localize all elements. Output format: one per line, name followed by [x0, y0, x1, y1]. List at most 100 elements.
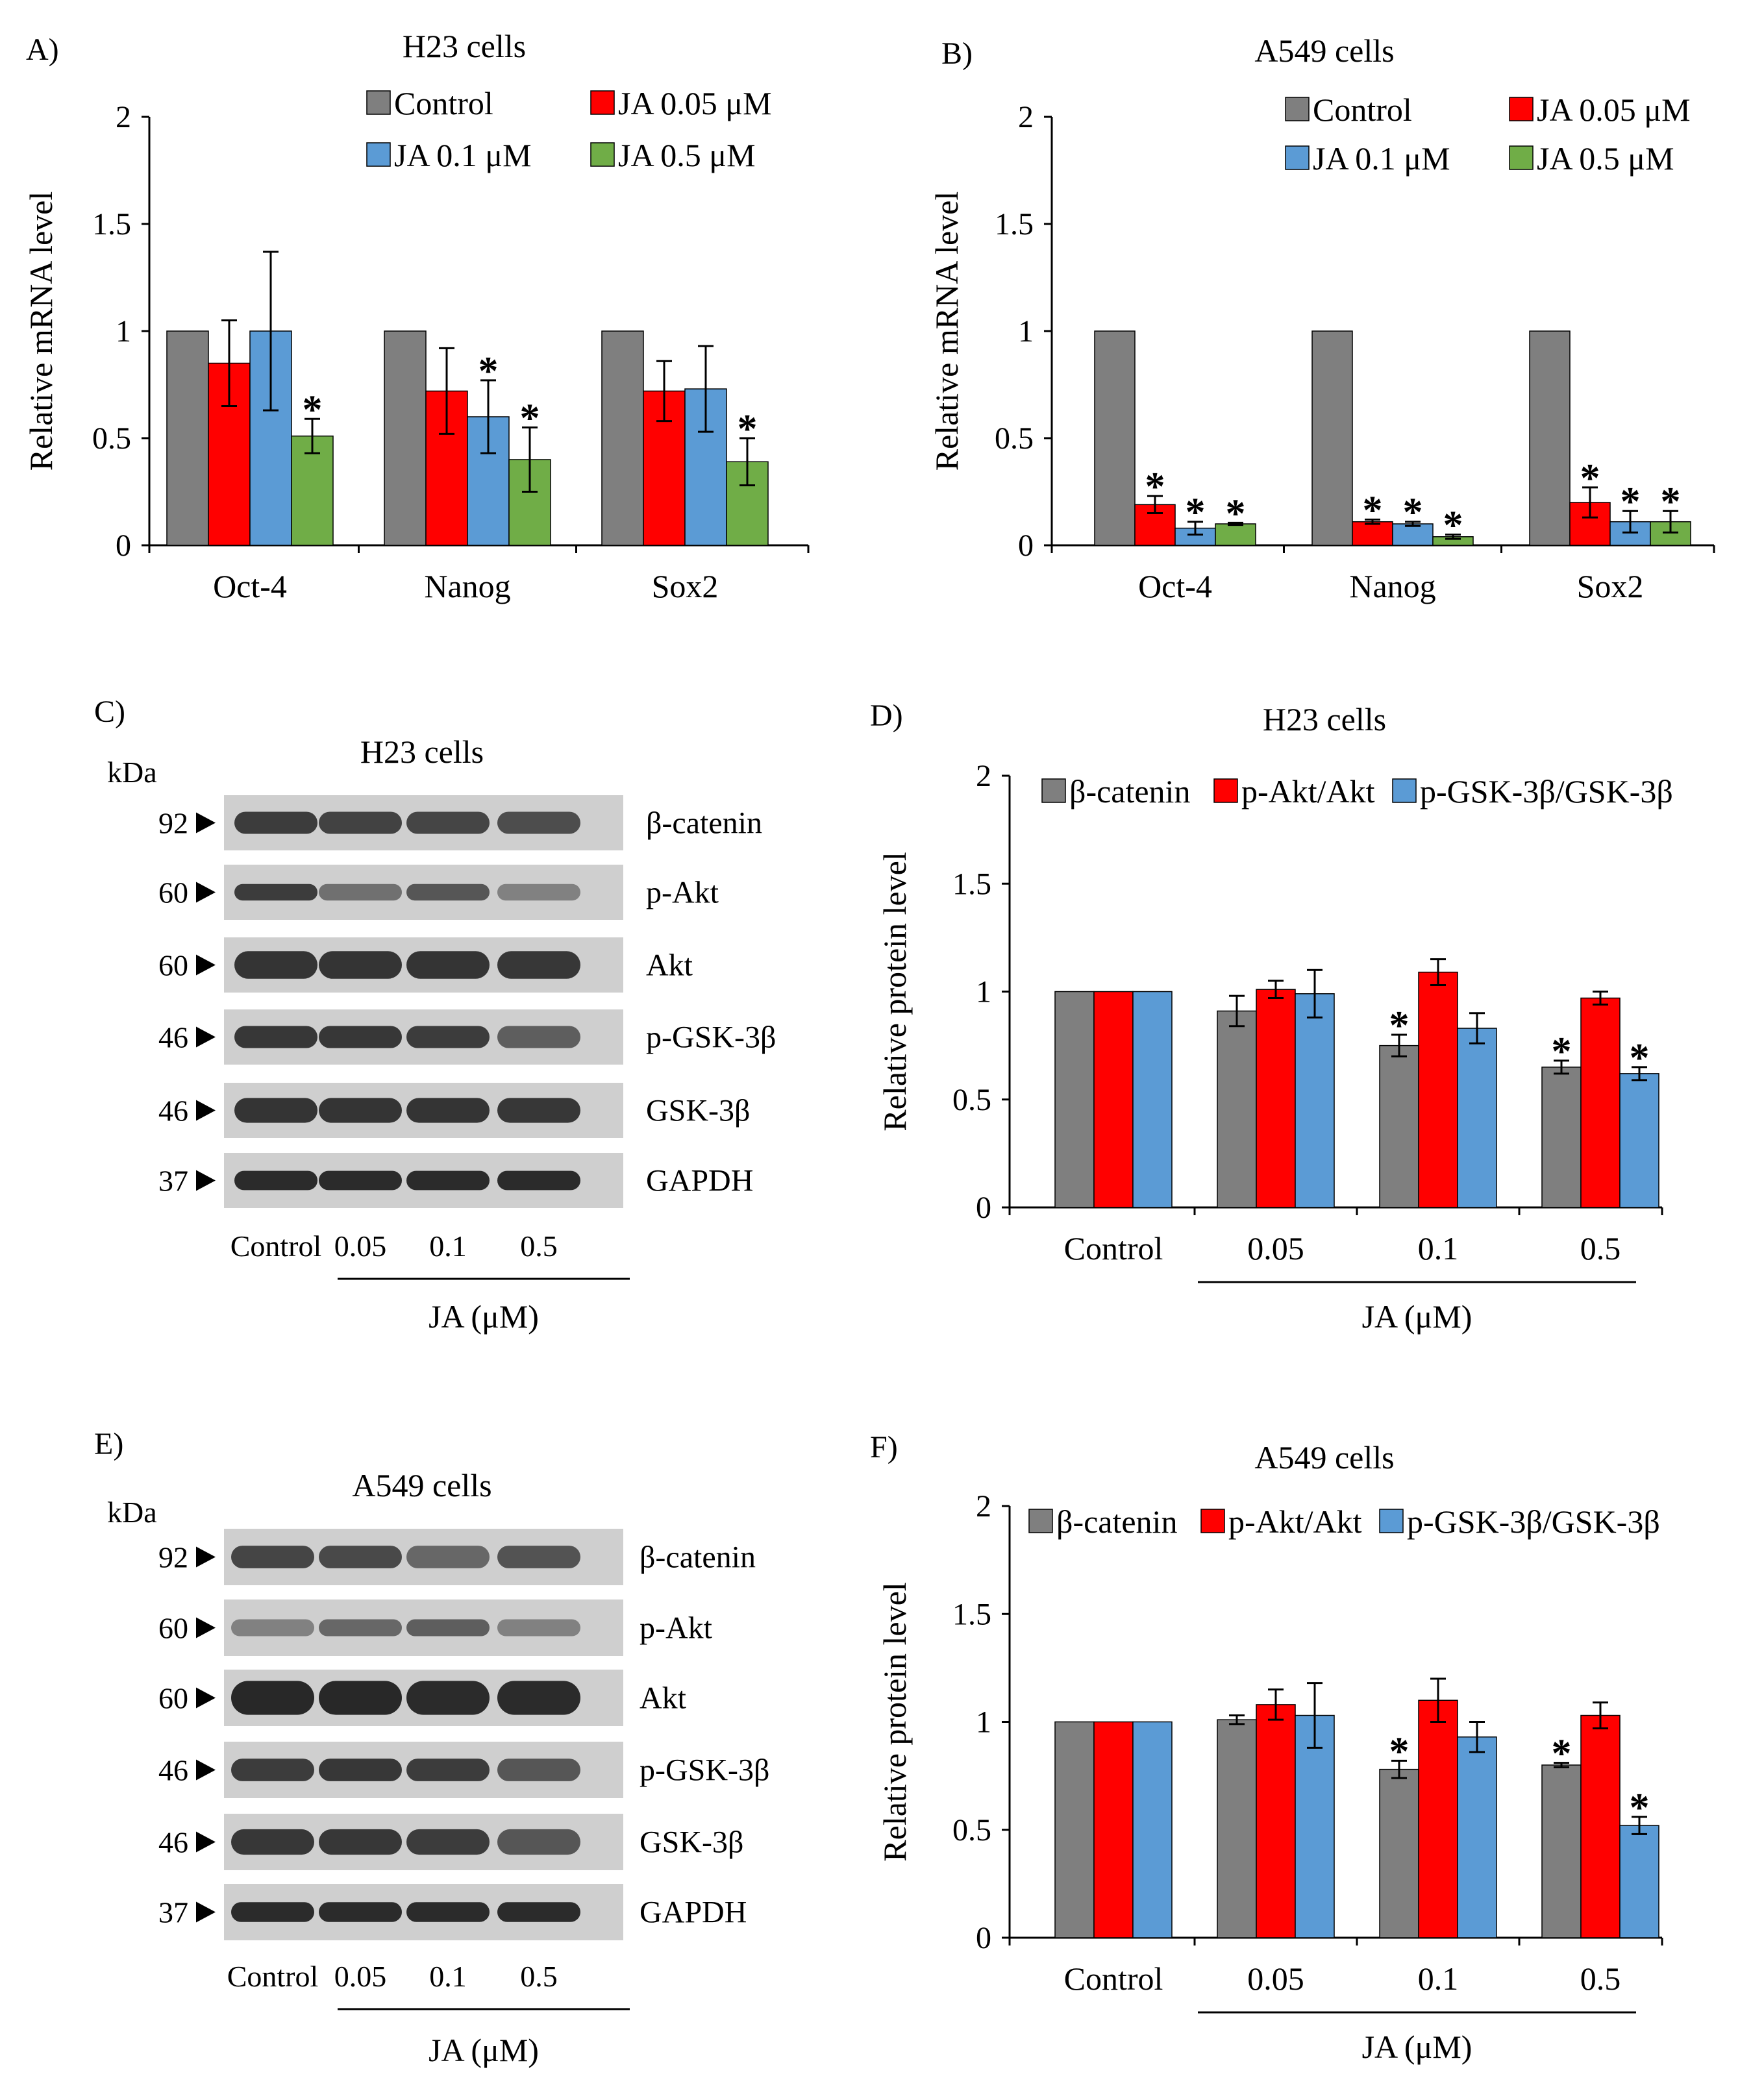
blot-band: [234, 951, 317, 979]
blot-band: [319, 1098, 402, 1123]
protein-label: GSK-3β: [646, 1094, 750, 1128]
bar: [1311, 330, 1353, 546]
bar: [1256, 989, 1296, 1208]
y-tick-label: 0.5: [952, 1083, 991, 1117]
significance-star: *: [1363, 488, 1383, 532]
blot-band: [319, 951, 402, 979]
blot-band: [231, 1902, 314, 1922]
blot-band: [319, 811, 402, 834]
x-tick-label: Control: [1064, 1230, 1163, 1266]
legend-label: p-GSK-3β/GSK-3β: [1420, 773, 1673, 809]
kda-value: 92: [158, 1541, 188, 1574]
chart-title: A549 cells: [1254, 1439, 1394, 1476]
panel-label: C): [94, 695, 125, 729]
legend-swatch: [1285, 97, 1310, 121]
legend-label: p-Akt/Akt: [1228, 1503, 1362, 1540]
y-tick-label: 0.5: [92, 421, 131, 456]
legend-swatch: [366, 142, 391, 167]
kda-value: 46: [158, 1826, 188, 1859]
kda-value: 60: [158, 876, 188, 909]
blot-title: H23 cells: [360, 734, 484, 770]
bar: [1217, 1719, 1257, 1938]
y-tick-label: 0: [976, 1921, 991, 1955]
significance-star: *: [1621, 480, 1641, 524]
protein-label: GAPDH: [646, 1164, 753, 1198]
bar: [1418, 971, 1458, 1208]
blot-band: [231, 1829, 314, 1855]
protein-label: p-GSK-3β: [646, 1020, 776, 1055]
panel-label: B): [941, 36, 973, 71]
legend-label: JA 0.1 μM: [394, 137, 532, 173]
blot-band: [497, 1026, 580, 1048]
blot-band: [234, 811, 317, 834]
y-axis-label: Relative mRNA level: [928, 191, 965, 471]
y-tick-label: 2: [976, 1489, 991, 1524]
x-tick-label: 0.1: [1418, 1230, 1459, 1266]
blot-band: [234, 1098, 317, 1123]
panel-label: F): [870, 1430, 898, 1464]
y-tick-label: 0: [116, 528, 131, 563]
marker-arrow-icon: [196, 1831, 216, 1853]
treatment-label: JA (μM): [429, 1298, 539, 1335]
x-tick-label: Nanog: [1349, 568, 1435, 604]
lane-label: 0.1: [429, 1229, 467, 1263]
legend-label: β-catenin: [1069, 773, 1190, 809]
x-tick-label: 0.5: [1580, 1960, 1621, 1997]
blot-band: [319, 1619, 402, 1637]
significance-star: *: [1552, 1732, 1572, 1776]
y-tick-label: 2: [976, 759, 991, 793]
protein-label: GAPDH: [640, 1896, 747, 1930]
blot-band: [319, 1902, 402, 1922]
bar: [1580, 1714, 1621, 1938]
blot-band: [497, 1546, 580, 1568]
blot-band: [319, 1546, 402, 1568]
bar: [1580, 997, 1621, 1208]
legend-swatch: [1028, 1509, 1053, 1533]
significance-star: *: [1145, 465, 1165, 509]
marker-arrow-icon: [196, 1170, 216, 1191]
bar: [1295, 1714, 1335, 1938]
legend-swatch: [590, 142, 615, 167]
significance-star: *: [1580, 456, 1600, 500]
marker-arrow-icon: [196, 1100, 216, 1121]
bar: [1217, 1010, 1257, 1208]
significance-star: *: [1630, 1036, 1650, 1080]
kda-label: kDa: [107, 756, 157, 789]
bar: [1132, 991, 1173, 1208]
blot-band: [406, 1619, 490, 1637]
x-tick-label: Oct-4: [213, 568, 287, 604]
y-tick-label: 1.5: [952, 867, 991, 901]
kda-value: 92: [158, 807, 188, 840]
kda-value: 46: [158, 1754, 188, 1787]
bar: [1054, 991, 1095, 1208]
y-tick-label: 1: [976, 1705, 991, 1740]
legend-label: JA 0.5 μM: [618, 137, 756, 173]
protein-label: Akt: [640, 1681, 687, 1716]
blot-band: [406, 1098, 490, 1123]
chart-title: A549 cells: [1254, 32, 1394, 69]
y-tick-label: 0: [976, 1191, 991, 1225]
legend-label: JA 0.1 μM: [1313, 140, 1450, 177]
blot-band: [406, 1170, 490, 1191]
protein-label: β-catenin: [646, 806, 762, 841]
y-axis-label: Relative protein level: [876, 1582, 913, 1861]
protein-label: p-Akt: [646, 876, 719, 910]
chart-title: H23 cells: [403, 28, 526, 64]
protein-label: β-catenin: [640, 1540, 756, 1575]
lane-label: 0.1: [429, 1960, 467, 1993]
legend-label: Control: [1313, 92, 1412, 128]
lane-label: 0.5: [520, 1229, 558, 1263]
legend-swatch: [1379, 1509, 1404, 1533]
significance-star: *: [1389, 1729, 1410, 1773]
y-tick-label: 1: [976, 975, 991, 1009]
x-tick-label: 0.05: [1247, 1960, 1304, 1997]
legend-label: JA 0.05 μM: [1537, 92, 1691, 128]
y-axis-label: Relative protein level: [876, 852, 913, 1131]
y-tick-label: 2: [116, 100, 131, 134]
blot-band: [497, 1902, 580, 1922]
bar: [1379, 1044, 1419, 1208]
blot-band: [497, 1170, 580, 1191]
blot-band: [497, 1681, 580, 1715]
